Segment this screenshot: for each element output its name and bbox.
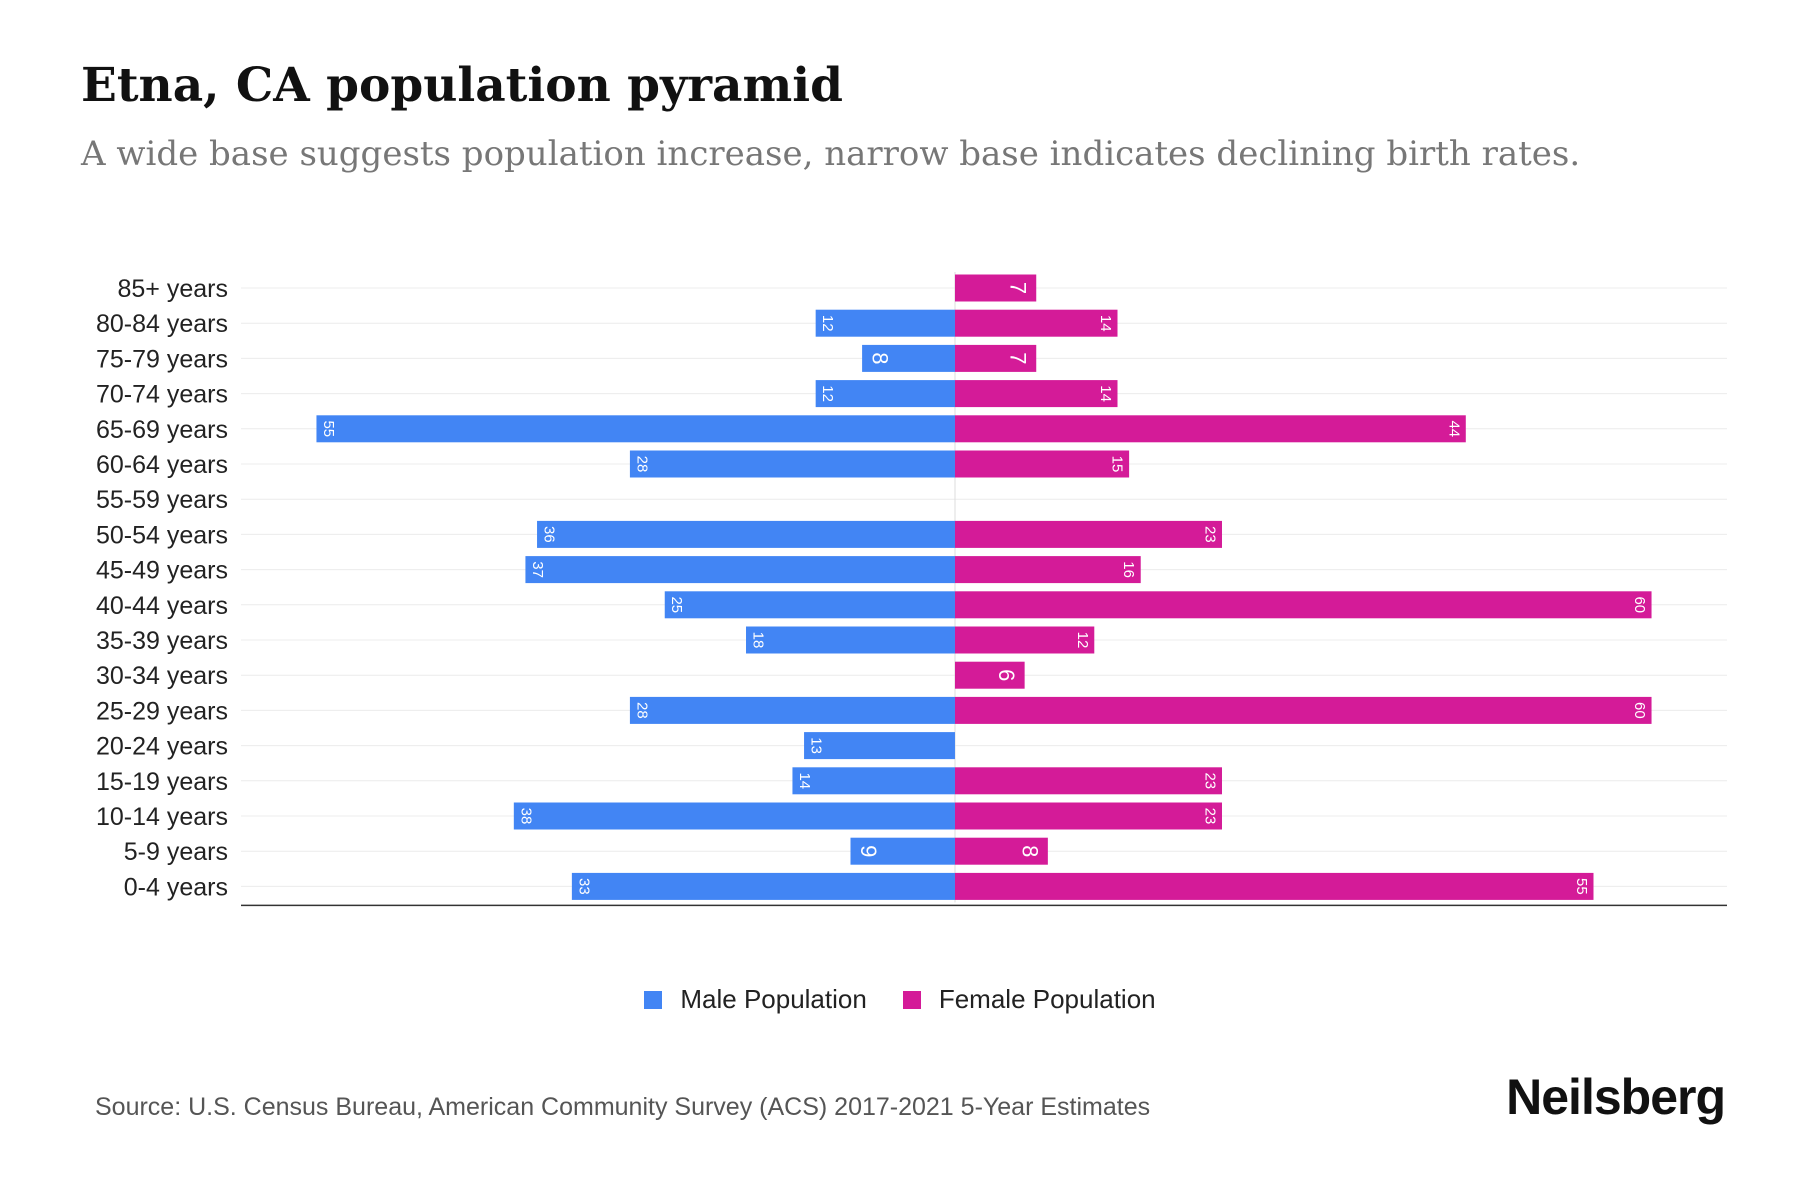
female-bar: [954, 696, 1652, 724]
category-label: 65-69 years: [96, 416, 228, 444]
legend-label-male: Male Population: [680, 984, 867, 1014]
female-bar: [954, 380, 1118, 408]
male-bar: [629, 450, 955, 478]
category-label: 75-79 years: [96, 345, 228, 373]
female-bar: [954, 626, 1095, 654]
male-bar: [792, 767, 955, 795]
category-label: 70-74 years: [96, 381, 228, 409]
source-note: Source: U.S. Census Bureau, American Com…: [95, 1093, 1151, 1121]
male-value-label: 55: [320, 420, 337, 437]
male-value-label: 38: [517, 808, 534, 825]
male-value-label: 18: [750, 632, 767, 649]
male-value-label: 36: [541, 526, 558, 543]
female-value-label: 8: [1017, 845, 1042, 857]
male-bar: [629, 696, 955, 724]
female-bar: [954, 344, 1037, 372]
female-value-label: 7: [1006, 352, 1031, 364]
female-bar: [954, 767, 1222, 795]
male-value-label: 8: [868, 352, 893, 364]
chart-subtitle: A wide base suggests population increase…: [81, 134, 1581, 174]
female-value-label: 44: [1445, 420, 1462, 437]
chart-title: Etna, CA population pyramid: [81, 58, 843, 113]
category-label: 35-39 years: [96, 627, 228, 655]
female-value-label: 16: [1120, 561, 1137, 578]
category-label: 15-19 years: [96, 768, 228, 796]
male-bar: [664, 591, 955, 619]
brand-logo: Neilsberg: [1506, 1069, 1726, 1125]
female-value-label: 60: [1631, 596, 1648, 613]
category-label: 0-4 years: [124, 873, 228, 901]
category-label: 55-59 years: [96, 486, 228, 514]
female-bar: [954, 415, 1466, 443]
female-value-label: 6: [994, 669, 1019, 681]
female-bar: [954, 309, 1118, 337]
male-value-label: 28: [633, 456, 650, 473]
male-value-label: 12: [819, 385, 836, 402]
category-label: 5-9 years: [124, 838, 228, 866]
category-label: 60-64 years: [96, 451, 228, 479]
legend-label-female: Female Population: [938, 984, 1156, 1014]
female-bar: [954, 837, 1048, 865]
female-value-label: 7: [1006, 282, 1031, 294]
female-bar: [954, 661, 1025, 689]
female-value-label: 15: [1109, 456, 1126, 473]
female-value-label: 23: [1201, 526, 1218, 543]
chart-legend: Male Population Female Population: [0, 984, 1800, 1015]
category-label: 40-44 years: [96, 592, 228, 620]
legend-item-female[interactable]: Female Population: [902, 984, 1156, 1015]
male-value-label: 33: [575, 878, 592, 895]
male-bar: [815, 309, 955, 337]
female-bar: [954, 274, 1037, 302]
legend-swatch-male: [644, 990, 663, 1009]
male-value-label: 37: [529, 561, 546, 578]
male-bar: [804, 732, 955, 760]
category-label: 45-49 years: [96, 557, 228, 585]
female-value-label: 23: [1201, 808, 1218, 825]
category-label: 85+ years: [118, 275, 229, 303]
female-bar: [954, 802, 1222, 830]
female-value-label: 14: [1097, 385, 1114, 402]
female-bar: [954, 520, 1222, 548]
female-value-label: 12: [1074, 632, 1091, 649]
male-bar: [513, 802, 955, 830]
male-bar: [815, 380, 955, 408]
category-label: 10-14 years: [96, 803, 228, 831]
male-bar: [850, 837, 955, 865]
legend-swatch-female: [902, 990, 921, 1009]
male-bar: [746, 626, 955, 654]
female-bar: [954, 556, 1141, 584]
male-value-label: 14: [796, 772, 813, 789]
category-label: 50-54 years: [96, 521, 228, 549]
male-bar: [525, 556, 955, 584]
male-bar: [316, 415, 955, 443]
male-value-label: 13: [808, 737, 825, 754]
male-bar: [571, 872, 955, 900]
male-value-label: 25: [668, 596, 685, 613]
legend-item-male[interactable]: Male Population: [644, 984, 867, 1015]
category-label: 20-24 years: [96, 733, 228, 761]
female-value-label: 23: [1201, 772, 1218, 789]
female-value-label: 60: [1631, 702, 1648, 719]
female-bar: [954, 450, 1130, 478]
male-value-label: 28: [633, 702, 650, 719]
male-value-label: 12: [819, 315, 836, 332]
female-value-label: 14: [1097, 315, 1114, 332]
male-bar: [862, 344, 955, 372]
category-label: 25-29 years: [96, 697, 228, 725]
female-value-label: 55: [1573, 878, 1590, 895]
male-value-label: 9: [856, 845, 881, 857]
category-label: 30-34 years: [96, 662, 228, 690]
male-bar: [537, 520, 955, 548]
female-bar: [954, 872, 1594, 900]
category-label: 80-84 years: [96, 310, 228, 338]
female-bar: [954, 591, 1652, 619]
